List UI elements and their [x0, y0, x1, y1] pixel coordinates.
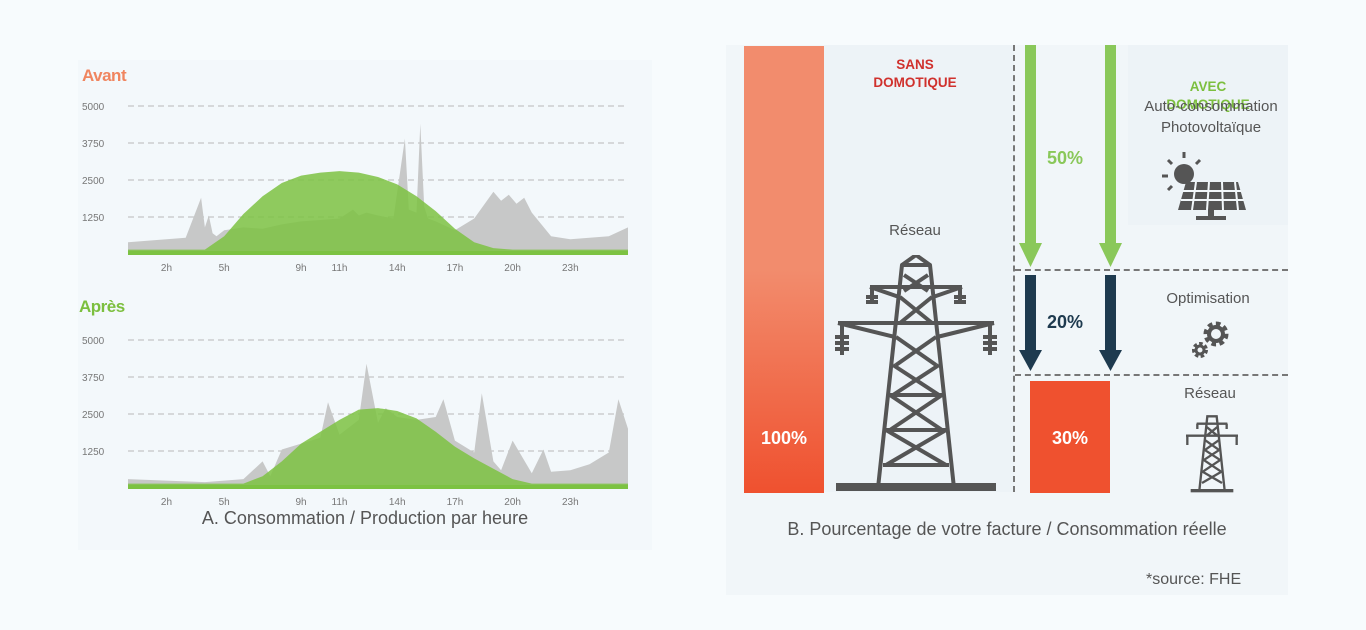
after-x-tick-label: 17h	[447, 497, 464, 508]
chart-title-after: Après	[79, 297, 125, 316]
after-x-tick-label: 11h	[332, 497, 348, 508]
before-x-tick-label: 9h	[296, 263, 307, 274]
after-y-tick-label: 5000	[82, 336, 105, 347]
pylon-icon-small	[1186, 415, 1238, 493]
after-x-tick-label: 20h	[504, 497, 521, 508]
divider-vertical	[1013, 45, 1015, 492]
bar-sans-domotique	[744, 46, 824, 493]
before-y-tick-label: 1250	[82, 213, 105, 224]
after-x-tick-label: 2h	[161, 497, 172, 508]
heading-sans-domotique: SANS DOMOTIQUE	[873, 57, 957, 90]
before-x-tick-label: 14h	[389, 263, 406, 274]
before-production-area	[128, 171, 628, 254]
solar-panel-icon	[1162, 152, 1246, 220]
source-note: *source: FHE	[1146, 571, 1242, 588]
arrow-optim-left	[1019, 275, 1042, 371]
heading-avec-domotique: AVEC DOMOTIQUE	[1166, 79, 1250, 112]
chart-after: 5000 3750 2500 1250 2h 5h 9h 11h 14h 17h 20h 23h	[82, 336, 628, 508]
before-y-tick-label: 3750	[82, 139, 105, 150]
after-y-tick-label: 3750	[82, 373, 105, 384]
before-x-tick-label: 11h	[332, 263, 348, 274]
chart-before: 5000 3750 2500 1250 2h 5h 9h 11h 14h 17h 20h 23h	[82, 102, 628, 274]
bar-sans-value: 100%	[760, 428, 808, 448]
before-baseline	[128, 251, 628, 255]
arrows	[1019, 45, 1122, 371]
before-x-tick-label: 5h	[219, 263, 230, 274]
sans-domotique-column-bg	[824, 45, 1014, 492]
after-x-tick-label: 9h	[296, 497, 307, 508]
before-y-tick-label: 5000	[82, 102, 105, 113]
before-consumption-area	[128, 123, 628, 254]
caption-bill: B. Pourcentage de votre facture / Consom…	[787, 519, 1227, 539]
before-y-tick-label: 2500	[82, 176, 105, 187]
caption-consumption: A. Consommation / Production par heure	[201, 508, 529, 528]
gears-icon	[1192, 321, 1229, 358]
network-label-left: Réseau	[889, 222, 941, 239]
bar-avec-value: 30%	[1051, 428, 1089, 448]
solar-label: Auto-consommation Photovoltaïque	[1144, 98, 1278, 136]
after-baseline	[128, 485, 628, 489]
percent-solar: 50%	[1047, 148, 1084, 168]
chart-title-before: Avant	[82, 66, 127, 85]
after-x-tick-label: 23h	[562, 497, 579, 508]
after-x-tick-label: 14h	[389, 497, 406, 508]
arrow-solar-right	[1099, 45, 1122, 267]
after-y-tick-label: 2500	[82, 410, 105, 421]
after-production-area	[128, 408, 628, 488]
pylon-icon-large	[835, 255, 997, 491]
divider-horizontal-bottom	[1015, 374, 1288, 376]
before-x-tick-label: 2h	[161, 263, 172, 274]
bar-avec-domotique	[1030, 381, 1110, 493]
arrow-solar-left	[1019, 45, 1042, 267]
arrow-optim-right	[1099, 275, 1122, 371]
network-label-right: Réseau	[1184, 385, 1236, 402]
before-x-tick-label: 23h	[562, 263, 579, 274]
before-x-tick-label: 17h	[447, 263, 464, 274]
percent-optimisation: 20%	[1047, 312, 1084, 332]
optimisation-label: Optimisation	[1166, 290, 1250, 307]
after-y-tick-label: 1250	[82, 447, 105, 458]
before-x-tick-label: 20h	[504, 263, 521, 274]
divider-horizontal-top	[1015, 269, 1288, 271]
after-x-tick-label: 5h	[219, 497, 230, 508]
